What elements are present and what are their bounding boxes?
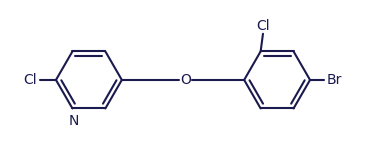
Text: Cl: Cl	[256, 19, 270, 33]
Text: Br: Br	[326, 73, 342, 87]
Text: O: O	[180, 73, 191, 87]
Text: Cl: Cl	[23, 73, 37, 87]
Text: N: N	[68, 114, 79, 128]
